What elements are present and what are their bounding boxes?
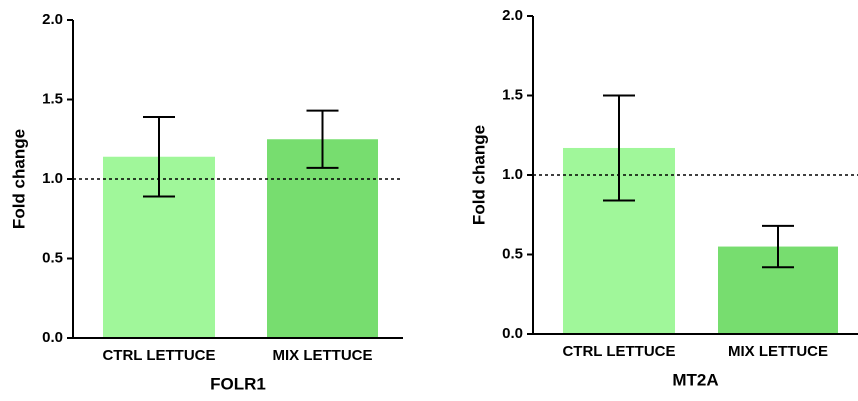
y-tick-label: 1.0 (502, 166, 523, 183)
y-tick-label: 1.5 (42, 90, 63, 107)
x-tick-label: CTRL LETTUCE (102, 347, 215, 364)
x-axis-label: MT2A (672, 370, 718, 389)
y-tick-label: 0.5 (42, 249, 63, 266)
y-tick-label: 1.5 (502, 86, 523, 103)
x-tick-label: MIX LETTUCE (728, 343, 828, 360)
y-tick-label: 0.0 (502, 325, 523, 342)
y-tick-label: 2.0 (42, 11, 63, 28)
y-tick-label: 0.0 (42, 329, 63, 346)
y-axis-label: Fold change (9, 129, 28, 229)
y-tick-label: 2.0 (502, 7, 523, 24)
y-tick-label: 1.0 (42, 170, 63, 187)
x-axis-label: FOLR1 (210, 374, 266, 393)
x-tick-label: MIX LETTUCE (273, 347, 373, 364)
bar (267, 139, 378, 338)
x-tick-label: CTRL LETTUCE (562, 343, 675, 360)
y-tick-label: 0.5 (502, 245, 523, 262)
y-axis-label: Fold change (469, 125, 488, 225)
